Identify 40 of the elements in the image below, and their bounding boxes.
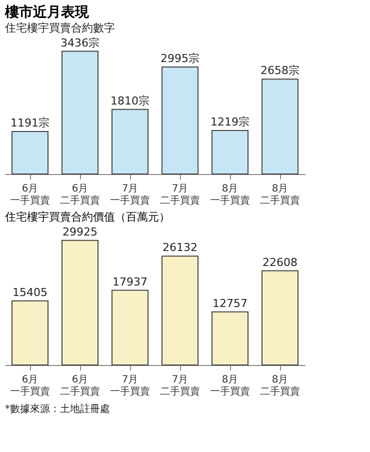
- bar: [62, 50, 98, 174]
- bar: [12, 300, 48, 366]
- chart-title: 住宅樓宇買賣合約價值（百萬元）: [5, 210, 170, 224]
- data-label: 1810宗: [110, 94, 150, 108]
- data-label: 17937: [112, 275, 148, 288]
- bar: [212, 130, 248, 174]
- text: *數據來源：土地註冊處: [5, 403, 110, 415]
- x-tick-label: 7月二手買賣: [160, 184, 200, 206]
- bar: [212, 311, 248, 366]
- bar: [162, 66, 198, 174]
- data-label: 2995宗: [160, 52, 200, 66]
- x-tick-label: 6月一手買賣: [10, 184, 50, 206]
- data-label: 12757: [212, 296, 248, 310]
- x-tick-label: 7月一手買賣: [110, 374, 150, 398]
- x-tick-label: 6月二手買賣: [60, 374, 100, 398]
- data-label: 26132: [162, 241, 198, 254]
- data-label: 15405: [12, 286, 48, 299]
- x-tick-label: 7月二手買賣: [160, 374, 200, 398]
- data-label: 22608: [262, 256, 298, 269]
- x-tick-label: 6月二手買賣: [60, 184, 100, 206]
- bar: [12, 130, 48, 174]
- x-tick-label: 6月一手買賣: [10, 374, 50, 398]
- data-label: 1219宗: [210, 115, 250, 128]
- data-label: 3436宗: [60, 36, 100, 50]
- chart-title: 樓市近月表現: [4, 3, 90, 20]
- data-label: 2658宗: [260, 64, 300, 78]
- bar: [112, 108, 148, 174]
- bar: [162, 256, 198, 366]
- x-tick-label: 7月一手買賣: [110, 184, 150, 206]
- bar: [262, 270, 298, 366]
- bar: [112, 290, 148, 366]
- x-tick-label: 8月一手買賣: [210, 374, 250, 398]
- chart-subtitle: 住宅樓宇買賣合約數字: [5, 21, 115, 34]
- bar: [62, 240, 98, 366]
- data-label: 1191宗: [10, 116, 50, 130]
- x-tick-label: 8月一手買賣: [210, 184, 250, 206]
- data-label: 29925: [62, 225, 98, 238]
- x-tick-label: 8月二手買賣: [260, 184, 300, 206]
- bar: [262, 78, 298, 174]
- x-tick-label: 8月二手買賣: [260, 374, 300, 398]
